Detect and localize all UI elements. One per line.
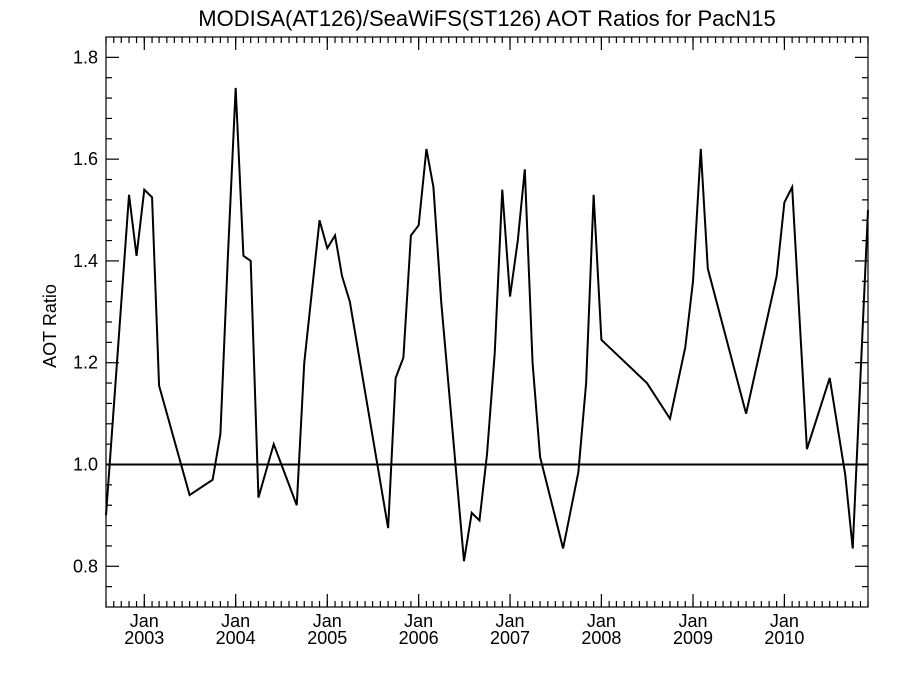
y-tick-label: 1.8	[73, 47, 98, 67]
x-tick-label-year: 2008	[581, 628, 621, 648]
y-tick-label: 1.0	[73, 455, 98, 475]
x-tick-label-year: 2006	[399, 628, 439, 648]
x-tick-label-month: Jan	[770, 611, 799, 631]
series-line-aot-ratio	[105, 87, 869, 562]
x-tick-label-month: Jan	[221, 611, 250, 631]
x-tick-label-year: 2007	[490, 628, 530, 648]
chart-title: MODISA(AT126)/SeaWiFS(ST126) AOT Ratios …	[198, 6, 775, 31]
x-tick-label-year: 2005	[307, 628, 347, 648]
x-tick-label-year: 2010	[764, 628, 804, 648]
x-axis-ticks: Jan2003Jan2004Jan2005Jan2006Jan2007Jan20…	[105, 37, 869, 648]
plot-frame	[105, 36, 869, 608]
x-tick-label-month: Jan	[130, 611, 159, 631]
x-tick-label-month: Jan	[496, 611, 525, 631]
y-tick-label: 1.6	[73, 149, 98, 169]
y-axis-ticks: 0.8 1.0 1.2 1.4 1.6 1.8	[73, 47, 868, 588]
x-tick-label-year: 2009	[673, 628, 713, 648]
y-tick-label: 0.8	[73, 556, 98, 576]
y-tick-label: 1.4	[73, 251, 98, 271]
x-tick-label-month: Jan	[404, 611, 433, 631]
x-tick-label-month: Jan	[587, 611, 616, 631]
x-tick-label-year: 2003	[124, 628, 164, 648]
y-tick-label: 1.2	[73, 353, 98, 373]
y-axis-label: AOT Ratio	[40, 284, 60, 368]
x-tick-label-month: Jan	[679, 611, 708, 631]
series-points	[106, 88, 868, 562]
x-tick-label-year: 2004	[216, 628, 256, 648]
x-tick-label-month: Jan	[313, 611, 342, 631]
